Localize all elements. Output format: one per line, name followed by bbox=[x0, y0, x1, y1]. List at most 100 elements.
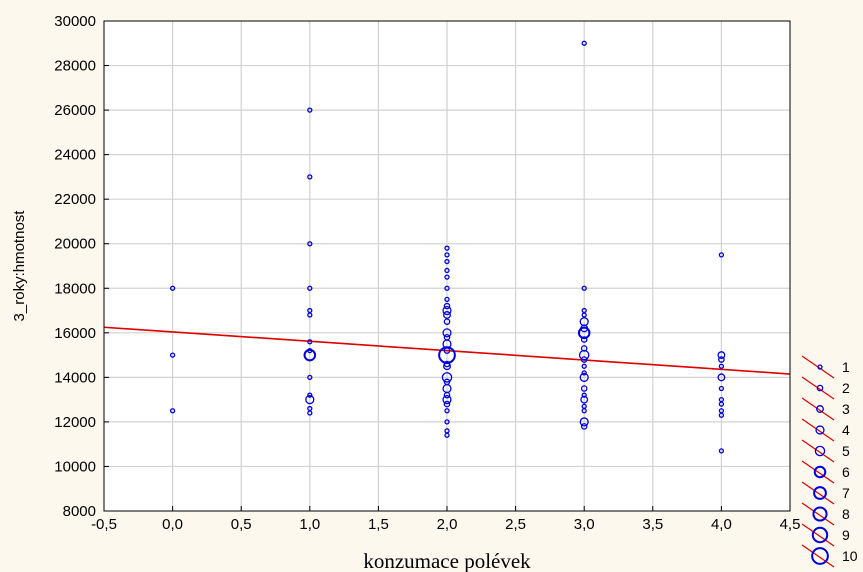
legend: 1 2 3 4 5 6 7 8 9 10 bbox=[801, 355, 858, 568]
legend-label: 4 bbox=[842, 422, 850, 438]
data-point bbox=[581, 363, 587, 369]
data-point bbox=[307, 312, 313, 318]
data-points bbox=[169, 40, 726, 454]
data-point bbox=[718, 356, 725, 363]
legend-marker bbox=[811, 526, 829, 544]
x-tick-label: 3,0 bbox=[574, 516, 595, 533]
y-tick-label: 16000 bbox=[54, 325, 96, 342]
data-point bbox=[443, 318, 451, 325]
data-point bbox=[717, 373, 726, 382]
data-point bbox=[581, 40, 587, 46]
data-point bbox=[444, 408, 450, 414]
data-point bbox=[580, 324, 589, 333]
legend-label: 5 bbox=[842, 443, 850, 459]
x-tick-label: 2,0 bbox=[437, 516, 458, 533]
legend-marker bbox=[816, 384, 824, 392]
y-tick-label: 14000 bbox=[54, 369, 96, 386]
legend-line-sample bbox=[801, 439, 835, 463]
y-tick-label: 28000 bbox=[54, 58, 96, 75]
legend-marker bbox=[817, 364, 823, 370]
data-point bbox=[444, 245, 450, 251]
data-point bbox=[581, 408, 587, 414]
y-tick-label: 12000 bbox=[54, 414, 96, 431]
data-point bbox=[581, 392, 587, 398]
data-point bbox=[307, 174, 313, 180]
data-point bbox=[444, 274, 450, 280]
data-point bbox=[444, 252, 450, 258]
legend-line-sample bbox=[801, 502, 835, 526]
legend-marker bbox=[811, 547, 829, 565]
legend-label: 10 bbox=[842, 548, 858, 564]
data-point bbox=[442, 305, 452, 316]
data-point bbox=[581, 370, 587, 376]
data-point bbox=[581, 312, 587, 318]
data-point bbox=[444, 285, 450, 291]
data-point bbox=[443, 302, 451, 310]
legend-line-sample bbox=[801, 376, 835, 400]
data-point bbox=[307, 339, 313, 345]
data-point bbox=[718, 363, 725, 369]
data-point bbox=[441, 372, 453, 383]
legend-line-sample bbox=[801, 460, 835, 484]
data-point bbox=[303, 348, 317, 362]
x-tick-label: 1,0 bbox=[299, 516, 320, 533]
data-point bbox=[169, 408, 176, 414]
y-tick-label: 10000 bbox=[54, 458, 96, 475]
legend-marker bbox=[814, 445, 826, 457]
data-point bbox=[579, 372, 589, 382]
data-point bbox=[307, 241, 313, 247]
data-point bbox=[580, 356, 588, 363]
legend-marker bbox=[816, 405, 824, 413]
legend-line-sample bbox=[801, 418, 835, 442]
data-point bbox=[718, 412, 725, 418]
x-tick-label: 3,5 bbox=[642, 516, 663, 533]
data-point bbox=[307, 374, 313, 381]
y-tick-label: 18000 bbox=[54, 280, 96, 297]
data-point bbox=[443, 333, 451, 341]
legend-label: 2 bbox=[842, 380, 850, 396]
data-point bbox=[577, 326, 591, 340]
regression-line bbox=[103, 326, 791, 375]
data-point bbox=[717, 351, 726, 360]
data-point bbox=[579, 417, 589, 427]
data-point bbox=[581, 285, 587, 291]
data-point bbox=[444, 296, 450, 303]
data-point bbox=[169, 285, 176, 291]
legend-label: 9 bbox=[842, 527, 850, 543]
data-point bbox=[718, 385, 725, 392]
legend-line-sample bbox=[801, 523, 835, 547]
x-tick-label: 1,5 bbox=[368, 516, 389, 533]
data-point bbox=[307, 285, 313, 291]
data-point bbox=[443, 391, 451, 399]
y-axis-title: 3_roky:hmotnost bbox=[11, 210, 28, 322]
data-point bbox=[444, 267, 450, 274]
data-point bbox=[443, 347, 451, 354]
data-point bbox=[718, 252, 725, 258]
data-point bbox=[442, 328, 452, 338]
data-point bbox=[580, 336, 588, 343]
data-point bbox=[580, 385, 588, 392]
x-axis-ticks: -0,5 0,0 0,5 1,0 1,5 2,0 2,5 3,0 3,5 4,0 4,5 bbox=[91, 506, 800, 533]
y-axis-ticks: 8000 10000 12000 14000 16000 18000 20000 22000 2… bbox=[54, 13, 109, 520]
legend-label: 7 bbox=[842, 485, 850, 501]
legend-marker bbox=[813, 465, 827, 479]
data-point bbox=[307, 347, 313, 354]
data-point bbox=[444, 432, 450, 438]
data-point bbox=[580, 345, 588, 352]
data-point bbox=[444, 258, 450, 265]
data-point bbox=[305, 395, 315, 405]
x-tick-label: 0,5 bbox=[231, 516, 252, 533]
data-point bbox=[169, 352, 176, 358]
data-point bbox=[718, 401, 725, 407]
legend-line-sample bbox=[801, 397, 835, 421]
legend-marker bbox=[813, 486, 827, 500]
data-point bbox=[580, 395, 589, 404]
y-tick-label: 30000 bbox=[54, 13, 96, 30]
legend-label: 8 bbox=[842, 506, 850, 522]
data-point bbox=[442, 395, 452, 405]
x-tick-label: -0,5 bbox=[91, 516, 117, 533]
legend-marker bbox=[812, 506, 828, 522]
data-point bbox=[307, 410, 313, 416]
y-tick-label: 8000 bbox=[63, 503, 96, 520]
